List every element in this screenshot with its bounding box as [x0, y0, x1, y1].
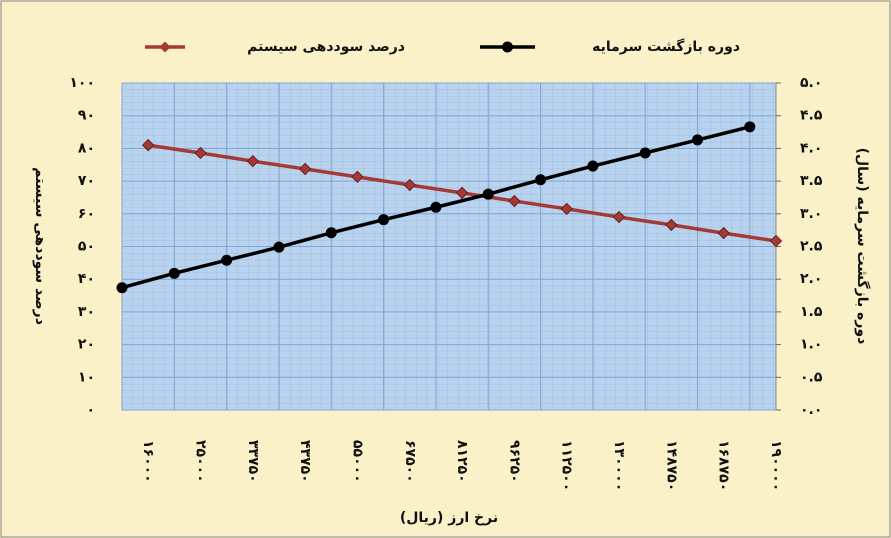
point	[535, 174, 547, 186]
x-tick-label: ۲۵۰۰۰	[192, 440, 208, 483]
point	[560, 202, 573, 216]
x-tick-label: ۳۳۷۵۰	[245, 440, 261, 483]
y-tick-label: ۱۰۰	[69, 75, 95, 91]
x-tick-label: ۱۴۸۷۵۰	[663, 440, 679, 491]
legend-marker	[502, 41, 513, 53]
legend-label: دوره بازگشت سرمایه	[592, 38, 740, 55]
point	[508, 194, 521, 208]
x-tick-label: ۶۷۵۰۰	[402, 440, 418, 483]
point	[639, 147, 651, 159]
y2-axis-title: دوره بازگشت سرمایه (سال)	[854, 148, 871, 345]
x-tick-label: ۱۳۰۰۰۰	[611, 440, 627, 491]
y2-tick-label: ۰.۰	[800, 402, 822, 418]
point	[430, 201, 442, 213]
point	[351, 170, 364, 184]
y2-tick-label: ۴.۰	[800, 140, 822, 156]
y2-tick-label: ۲.۰	[800, 271, 822, 287]
point	[455, 186, 469, 200]
point	[378, 214, 390, 226]
point	[273, 241, 285, 253]
x-tick-label: ۱۶۸۷۵۰	[716, 440, 732, 491]
point	[246, 154, 260, 168]
x-axis-title: نرخ ارز (ریال)	[400, 510, 498, 526]
point	[221, 254, 233, 266]
point	[403, 178, 416, 192]
y-tick-label: ۶۰	[78, 206, 95, 222]
y2-tick-label: ۰.۵	[800, 369, 823, 385]
legend-label: درصد سوددهی سیستم	[247, 39, 405, 55]
y2-tick-label: ۴.۵	[800, 108, 823, 124]
legend-marker	[159, 41, 171, 53]
point	[298, 162, 312, 176]
y-tick-label: ۹۰	[78, 108, 95, 124]
point	[168, 267, 180, 279]
x-tick-label: ۹۶۲۵۰	[506, 440, 522, 483]
y-tick-label: ۴۰	[78, 271, 95, 287]
x-tick-label: ۱۱۲۵۰۰	[559, 440, 575, 491]
y-tick-label: ۰	[86, 402, 95, 418]
y-tick-label: ۵۰	[78, 239, 95, 255]
y2-tick-label: ۱.۰	[800, 337, 822, 353]
y-tick-label: ۳۰	[78, 304, 95, 320]
point	[612, 210, 626, 224]
point	[141, 138, 155, 152]
point	[587, 160, 599, 172]
y2-tick-label: ۵.۰	[800, 75, 822, 91]
y2-tick-label: ۲.۵	[800, 239, 823, 255]
point	[717, 226, 730, 240]
y2-tick-label: ۳.۵	[800, 173, 823, 189]
point	[769, 234, 783, 248]
point	[194, 146, 207, 160]
y-tick-label: ۲۰	[78, 337, 95, 353]
point	[482, 188, 494, 200]
y-axis-title: درصد سوددهی سیستم	[32, 167, 48, 325]
point	[692, 134, 704, 146]
y-tick-label: ۸۰	[78, 140, 95, 156]
y2-tick-label: ۳.۰	[800, 206, 822, 222]
point	[325, 227, 337, 239]
point	[744, 121, 756, 133]
x-tick-label: ۱۹۰۰۰۰	[768, 440, 784, 491]
x-tick-label: ۴۳۷۵۰	[297, 440, 313, 483]
y-tick-label: ۱۰	[78, 369, 95, 385]
point	[116, 282, 128, 294]
x-tick-label: ۵۵۰۰۰	[349, 440, 365, 483]
y2-tick-label: ۱.۵	[800, 304, 823, 320]
x-tick-label: ۱۶۰۰۰	[140, 440, 156, 483]
point	[665, 218, 678, 232]
y-tick-label: ۷۰	[78, 173, 95, 189]
x-tick-label: ۸۱۲۵۰	[454, 440, 470, 483]
